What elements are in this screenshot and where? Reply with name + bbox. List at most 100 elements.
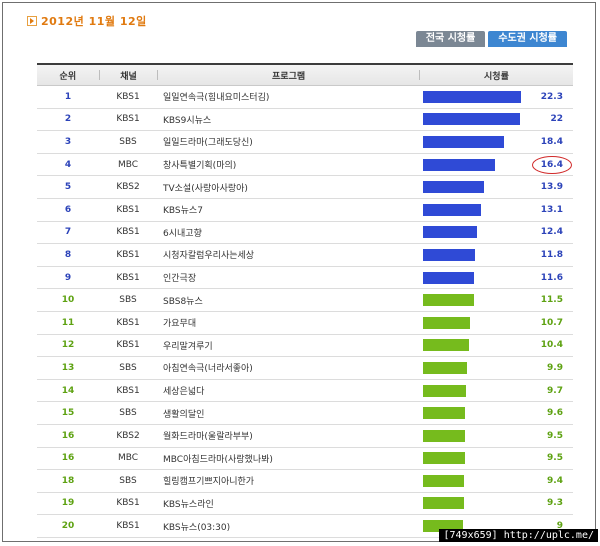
program-cell: 아침연속극(너라서좋아) — [163, 364, 253, 375]
rating-bar — [423, 271, 474, 284]
table-row: 3 SBS 일일드라마(그래도당신) 18.4 — [37, 131, 573, 154]
rating-value: 18.4 — [531, 137, 573, 147]
table-row: 7 KBS1 6시내고향 12.4 — [37, 222, 573, 245]
header-rank: 순위 — [59, 71, 77, 82]
rank-cell: 9 — [64, 272, 72, 283]
channel-cell: SBS — [119, 408, 137, 419]
channel-cell: SBS — [119, 475, 137, 486]
rating-bar-cell — [419, 113, 531, 126]
rating-bar-cell — [419, 158, 531, 171]
rating-text: 9.9 — [547, 362, 563, 373]
rating-text: 9.5 — [547, 453, 563, 464]
rank-cell: 11 — [61, 317, 75, 328]
program-cell: KBS뉴스(03:30) — [163, 522, 231, 533]
table-row: 5 KBS2 TV소설(사랑아사랑아) 13.9 — [37, 176, 573, 199]
table-row: 4 MBC 창사특별기획(마의) 16.4 — [37, 154, 573, 177]
rating-value: 11.5 — [531, 295, 573, 305]
rating-text: 10.7 — [540, 317, 563, 328]
rating-bar — [423, 113, 520, 126]
header-divider — [157, 70, 159, 80]
program-cell: 인간극장 — [163, 274, 197, 285]
rating-value: 10.4 — [531, 340, 573, 350]
header-rating: 시청률 — [484, 71, 509, 82]
tab-national-rating[interactable]: 전국 시청률 — [415, 31, 486, 47]
table-row: 16 KBS2 월화드라마(울랄라부부) 9.5 — [37, 425, 573, 448]
program-cell: KBS뉴스라인 — [163, 499, 214, 510]
program-cell: 월화드라마(울랄라부부) — [163, 432, 253, 443]
table-row: 18 SBS 힐링캠프기쁘지아니한가 9.4 — [37, 470, 573, 493]
channel-cell: MBC — [117, 159, 139, 170]
rating-text: 18.4 — [540, 136, 563, 147]
channel-cell: KBS1 — [116, 249, 140, 260]
watermark: [749x659] http://uplc.me/ — [439, 529, 598, 542]
rating-text: 9.5 — [547, 430, 563, 441]
rating-bar — [423, 90, 521, 103]
channel-cell: KBS1 — [116, 521, 140, 532]
rating-bar — [423, 361, 467, 374]
rating-value: 9.6 — [531, 408, 573, 418]
rank-cell: 14 — [61, 385, 75, 396]
program-cell: 우리말겨루기 — [163, 341, 213, 352]
rating-bar — [423, 497, 464, 510]
table-row: 19 KBS1 KBS뉴스라인 9.3 — [37, 493, 573, 516]
channel-cell: KBS1 — [116, 385, 140, 396]
channel-cell: KBS1 — [116, 91, 140, 102]
channel-cell: SBS — [119, 295, 137, 306]
rating-bar — [423, 407, 465, 420]
header-divider — [418, 70, 420, 80]
rating-bar-cell — [419, 271, 531, 284]
table-row: 13 SBS 아침연속극(너라서좋아) 9.9 — [37, 357, 573, 380]
tab-capital-area-rating[interactable]: 수도권 시청률 — [488, 31, 567, 47]
program-cell: 일일연속극(힘내요미스터김) — [163, 93, 270, 104]
table-header: 순위 채널 프로그램 시청률 — [37, 65, 573, 86]
rank-cell: 10 — [61, 295, 75, 306]
rating-bar — [423, 339, 469, 352]
channel-cell: KBS2 — [116, 182, 140, 193]
rating-tabs: 전국 시청률 수도권 시청률 — [413, 31, 567, 47]
rating-text: 11.8 — [540, 249, 563, 260]
rating-bar-cell — [419, 384, 531, 397]
rating-bar — [423, 226, 477, 239]
rating-bar-cell — [419, 452, 531, 465]
program-cell: 세상은넓다 — [163, 387, 205, 398]
rating-bar-cell — [419, 135, 531, 148]
rating-bar — [423, 452, 465, 465]
program-cell: 시청자칼럼우리사는세상 — [163, 251, 255, 262]
program-cell: 6시내고향 — [163, 228, 202, 239]
rank-cell: 20 — [61, 521, 75, 532]
header-divider — [98, 70, 100, 80]
rank-cell: 18 — [61, 475, 75, 486]
channel-cell: KBS1 — [116, 340, 140, 351]
rank-cell: 8 — [64, 249, 72, 260]
rating-value: 12.4 — [531, 227, 573, 237]
table-row: 2 KBS1 KBS9시뉴스 22 — [37, 109, 573, 132]
table-row: 9 KBS1 인간극장 11.6 — [37, 267, 573, 290]
header-program: 프로그램 — [272, 71, 306, 82]
rating-value: 11.6 — [531, 273, 573, 283]
table-body: 1 KBS1 일일연속극(힘내요미스터김) 22.3 2 KBS1 KBS9시뉴스 22 3 SB… — [37, 86, 573, 538]
rank-cell: 7 — [64, 227, 72, 238]
rank-cell: 16 — [61, 430, 75, 441]
rating-bar — [423, 294, 474, 307]
rating-value: 22 — [531, 114, 573, 124]
table-row: 12 KBS1 우리말겨루기 10.4 — [37, 335, 573, 358]
rating-value: 22.3 — [531, 92, 573, 102]
rating-bar-cell — [419, 294, 531, 307]
rating-text: 10.4 — [540, 340, 563, 351]
rating-bar-cell — [419, 181, 531, 194]
rating-text: 9.6 — [547, 408, 563, 419]
rating-bar-cell — [419, 203, 531, 216]
channel-cell: KBS2 — [116, 430, 140, 441]
arrow-right-icon — [27, 16, 37, 26]
program-cell: 생활의달인 — [163, 409, 205, 420]
program-cell: KBS뉴스7 — [163, 206, 203, 217]
rank-cell: 12 — [61, 340, 75, 351]
rating-value: 11.8 — [531, 250, 573, 260]
rating-bar — [423, 474, 464, 487]
rating-value: 9.3 — [531, 498, 573, 508]
rank-cell: 15 — [61, 408, 75, 419]
date-header: 2012년 11월 12일 — [27, 13, 147, 29]
rating-bar-cell — [419, 248, 531, 261]
rating-bar-cell — [419, 90, 531, 103]
table-row: 16 MBC MBC아침드라마(사랑했나봐) 9.5 — [37, 448, 573, 471]
